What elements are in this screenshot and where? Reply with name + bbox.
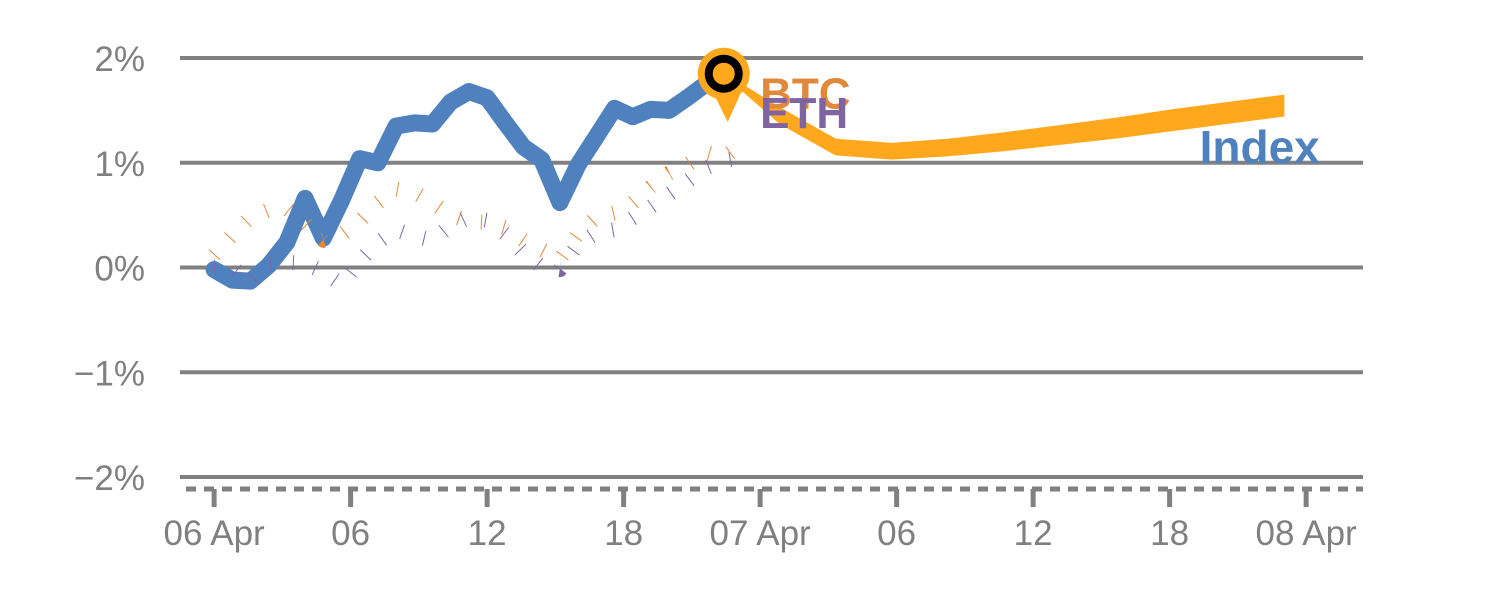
x-tick-label: 12	[468, 514, 507, 553]
x-tick-label: 06	[877, 514, 916, 553]
series-index	[205, 65, 733, 290]
x-tick-label: 18	[1150, 514, 1189, 553]
x-tick-label: 12	[1014, 514, 1053, 553]
y-tick-label: 2%	[94, 40, 145, 79]
y-tick-label: 1%	[94, 145, 145, 184]
series-line	[205, 65, 733, 290]
marker-ring[interactable]	[704, 54, 743, 93]
y-tick-label: 0%	[94, 250, 145, 289]
forecast-range-area	[722, 72, 1285, 160]
x-tick-label: 08 Apr	[1256, 514, 1358, 553]
series-label-index: Index	[1200, 121, 1321, 173]
series-label-btc: BTC	[760, 69, 850, 118]
last-actual-point-marker[interactable]	[697, 47, 750, 123]
data-series-group	[205, 65, 747, 292]
x-tick-label: 07 Apr	[710, 514, 812, 553]
x-axis-tick-labels: 06 Apr 06 12 18 07 Apr 06 12 18 08 Apr	[164, 514, 1358, 553]
y-axis-tick-labels: 2% 1% 0% −1% −2%	[74, 40, 145, 498]
x-tick-label: 18	[604, 514, 643, 553]
y-tick-label: −1%	[74, 354, 145, 393]
x-axis-tick-marks	[211, 489, 1309, 507]
x-tick-label: 06 Apr	[164, 514, 266, 553]
x-tick-label: 06	[331, 514, 370, 553]
forecast-band	[722, 72, 1285, 160]
y-tick-label: −2%	[74, 459, 145, 498]
series-label-eth: ETH	[760, 89, 848, 138]
